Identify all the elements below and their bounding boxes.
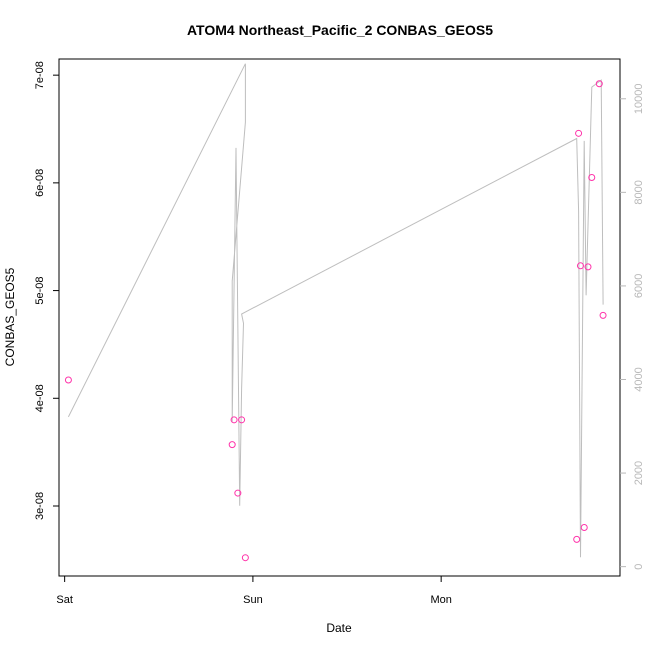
y-tick-label: 7e-08 [34, 61, 46, 89]
data-point [595, 80, 603, 88]
series-point-layer [64, 80, 607, 562]
data-point [230, 416, 238, 424]
y2-tick-label: 2000 [633, 461, 645, 485]
y-axis-right: 0 2000 4000 6000 8000 10000 [620, 83, 645, 570]
plot-frame [58, 58, 621, 577]
y-axis-left: 3e-08 4e-08 5e-08 6e-08 7e-08 [34, 61, 59, 520]
y-tick-label: 5e-08 [34, 277, 46, 305]
y-tick-label: 3e-08 [34, 492, 46, 520]
series-line-layer [67, 63, 604, 558]
data-point [576, 262, 584, 270]
chart-title: ATOM4 Northeast_Pacific_2 CONBAS_GEOS5 [187, 22, 493, 38]
y2-tick-label: 6000 [633, 274, 645, 298]
data-point [588, 173, 596, 181]
data-point [64, 376, 72, 384]
y2-tick-label: 8000 [633, 180, 645, 204]
x-tick-label: Mon [430, 594, 451, 606]
data-point [238, 416, 246, 424]
y2-tick-label: 10000 [633, 83, 645, 114]
data-point [575, 129, 583, 137]
data-point [234, 489, 242, 497]
data-point [580, 524, 588, 532]
y2-tick-label: 4000 [633, 367, 645, 391]
x-axis-label: Date [326, 621, 352, 635]
y2-tick-label: 0 [633, 564, 645, 570]
y-tick-label: 6e-08 [34, 169, 46, 197]
data-point [599, 311, 607, 319]
x-tick-label: Sat [56, 594, 73, 606]
data-point [573, 535, 581, 543]
series-line [67, 63, 604, 558]
y-axis-label: CONBAS_GEOS5 [3, 267, 17, 366]
data-point [241, 554, 249, 562]
x-tick-label: Sun [243, 594, 263, 606]
data-point [228, 441, 236, 449]
y-tick-label: 4e-08 [34, 384, 46, 412]
x-axis: Sat Sun Mon [56, 576, 452, 606]
data-point [584, 263, 592, 271]
